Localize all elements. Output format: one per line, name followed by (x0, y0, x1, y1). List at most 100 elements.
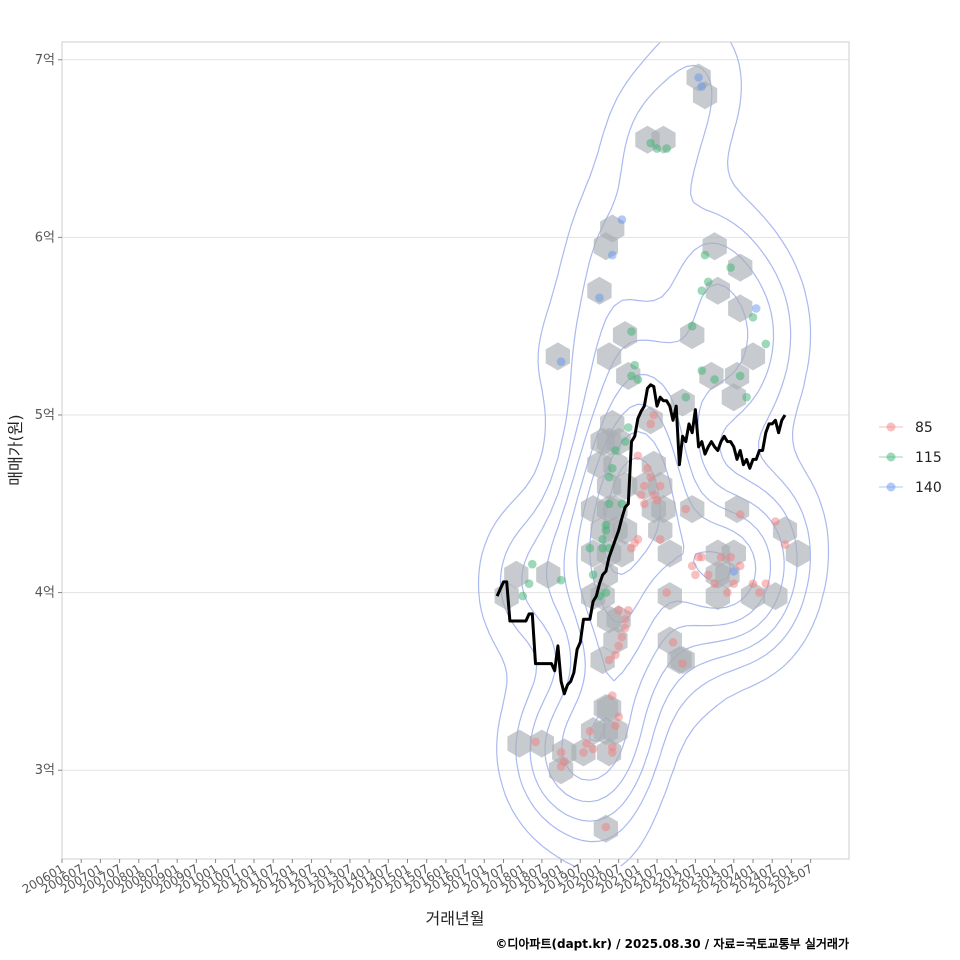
scatter-point-85 (646, 472, 655, 482)
hex-bin (504, 560, 529, 589)
scatter-point-115 (624, 423, 633, 432)
scatter-point-140 (556, 357, 566, 367)
y-tick-label: 6억 (35, 230, 55, 245)
hex-bin (648, 516, 673, 545)
scatter-point-140 (617, 215, 627, 224)
y-tick-label: 5억 (35, 408, 55, 423)
scatter-point-85 (687, 561, 697, 571)
scatter-point-115 (710, 375, 719, 384)
scatter-point-85 (681, 504, 691, 514)
scatter-point-85 (726, 552, 735, 562)
scatter-point-85 (694, 552, 703, 562)
hex-bin (536, 560, 561, 589)
scatter-point-85 (588, 744, 598, 754)
scatter-point-85 (601, 822, 611, 832)
hex-bin (680, 321, 705, 350)
scatter-point-85 (611, 650, 620, 660)
scatter-point-115 (617, 499, 627, 509)
y-axis-title: 매매가(원) (6, 414, 25, 485)
hex-bin (763, 582, 788, 611)
density-contour (477, 41, 830, 867)
hex-bin (507, 729, 532, 758)
scatter-point-85 (662, 588, 671, 597)
scatter-point-85 (691, 570, 700, 580)
legend-key-point (886, 422, 896, 432)
scatter-point-115 (748, 313, 758, 322)
scatter-point-115 (726, 263, 735, 272)
scatter-point-85 (735, 561, 745, 571)
scatter-point-85 (614, 641, 623, 651)
scatter-point-85 (582, 739, 591, 748)
scatter-point-85 (585, 726, 595, 736)
scatter-point-115 (604, 472, 614, 482)
scatter-point-85 (755, 588, 764, 597)
scatter-point-85 (780, 540, 790, 549)
legend-key-point (886, 482, 896, 492)
scatter-points (518, 73, 790, 832)
hex-bin (603, 450, 628, 479)
scatter-point-115 (598, 535, 607, 544)
scatter-point-85 (640, 481, 649, 491)
scatter-point-115 (735, 371, 745, 381)
scatter-point-85 (633, 451, 643, 461)
scatter-point-85 (620, 623, 630, 633)
hex-bin (785, 539, 810, 568)
scatter-point-85 (636, 490, 646, 500)
hex-bin (603, 717, 628, 746)
hex-bin (721, 539, 746, 568)
scatter-point-85 (604, 655, 614, 665)
scatter-point-115 (681, 392, 691, 402)
y-axis-ticks: 3억 4억 5억 6억 7억 (35, 53, 62, 778)
legend-label-115: 115 (915, 450, 942, 466)
scatter-point-85 (620, 614, 630, 624)
scatter-point-115 (588, 570, 598, 580)
x-axis-title: 거래년월 (426, 909, 485, 928)
scatter-point-85 (624, 606, 633, 615)
hex-bin (657, 539, 682, 568)
hex-bin (728, 294, 753, 323)
scatter-point-115 (598, 543, 607, 553)
y-tick-label: 3억 (35, 763, 55, 778)
scatter-point-115 (608, 464, 617, 473)
scatter-point-115 (697, 286, 707, 296)
scatter-point-85 (633, 535, 643, 544)
scatter-point-115 (662, 144, 671, 153)
hex-bin (680, 495, 705, 524)
scatter-point-115 (630, 360, 639, 370)
scatter-point-140 (729, 567, 739, 576)
scatter-point-85 (761, 579, 771, 588)
scatter-point-85 (678, 659, 687, 668)
scatter-point-140 (697, 82, 707, 91)
hex-bin (587, 276, 612, 305)
legend: 85 115 140 (879, 420, 942, 496)
scatter-point-85 (643, 464, 652, 473)
scatter-point-85 (646, 419, 655, 429)
scatter-point-115 (627, 327, 636, 336)
scatter-point-115 (703, 277, 713, 287)
hex-bin (529, 729, 554, 758)
scatter-point-85 (556, 748, 566, 757)
scatter-point-85 (652, 495, 662, 505)
scatter-point-85 (735, 510, 745, 519)
scatter-point-85 (579, 748, 588, 757)
hex-bin (657, 582, 682, 611)
scatter-point-85 (723, 588, 732, 597)
plot-border (61, 41, 850, 860)
scatter-point-115 (601, 520, 611, 530)
scatter-point-85 (617, 632, 627, 642)
scatter-point-85 (668, 638, 678, 647)
scatter-point-85 (729, 579, 739, 588)
scatter-point-85 (655, 481, 665, 491)
chart-caption: ©디아파트(dapt.kr) / 2025.08.30 / 자료=국토교통부 실… (495, 936, 849, 951)
legend-key-point (886, 452, 896, 462)
legend-label-140: 140 (915, 480, 942, 496)
scatter-point-115 (611, 446, 620, 455)
scatter-point-85 (614, 606, 623, 615)
hex-bin (590, 646, 615, 675)
scatter-point-85 (608, 742, 617, 752)
y-tick-label: 7억 (35, 53, 55, 68)
scatter-point-85 (614, 712, 623, 722)
scatter-point-140 (694, 73, 703, 82)
